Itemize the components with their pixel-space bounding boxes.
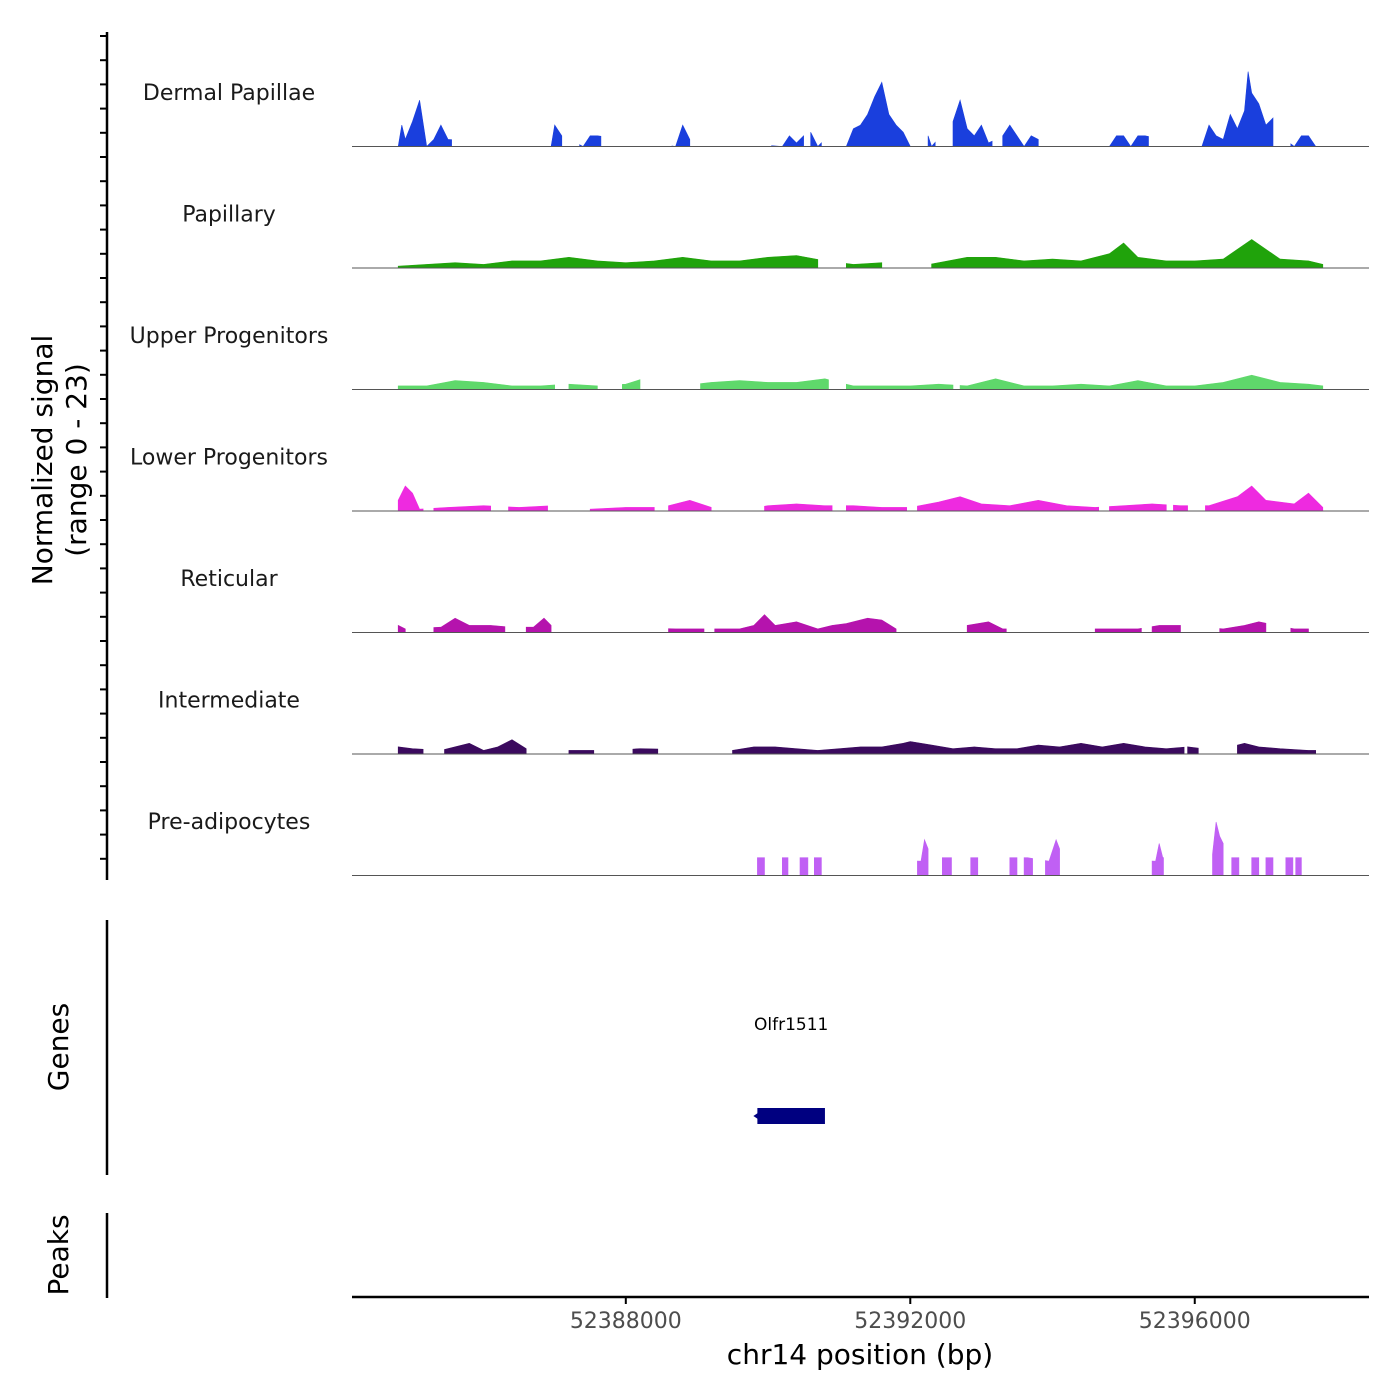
- track-label: Pre-adipocytes: [148, 810, 311, 835]
- coverage-area: [959, 374, 1324, 390]
- x-axis-ticks: 52388000 52392000 52396000: [570, 1297, 1251, 1334]
- peaks-panel-title: Peaks: [42, 1214, 75, 1295]
- track-reticular: Reticular: [180, 567, 1369, 633]
- coverage-area: [952, 99, 993, 147]
- coverage-area: [444, 739, 527, 755]
- coverage-area: [781, 857, 789, 876]
- coverage-area: [671, 124, 691, 147]
- coverage-area: [845, 262, 883, 269]
- coverage-area: [525, 617, 552, 633]
- coverage-area: [1173, 504, 1188, 512]
- coverage-area: [1251, 857, 1260, 876]
- coverage-area: [632, 748, 659, 755]
- coverage-area: [931, 239, 1324, 269]
- coverage-area: [1009, 857, 1018, 876]
- coverage-area: [621, 379, 641, 390]
- coverage-area: [568, 750, 595, 755]
- coverage-area: [927, 135, 936, 148]
- coverage-area: [1108, 135, 1149, 148]
- coverage-area: [579, 135, 602, 147]
- coverage-area: [1187, 746, 1199, 755]
- track-label: Intermediate: [158, 689, 300, 714]
- coverage-area: [1094, 627, 1142, 633]
- coverage-area: [845, 505, 908, 512]
- gene-annotations: Olfr1511: [753, 1015, 828, 1124]
- coverage-area: [589, 507, 655, 512]
- track-upper-progenitors: Upper Progenitors: [130, 324, 1369, 390]
- coverage-area: [813, 857, 822, 876]
- coverage-area: [397, 485, 424, 512]
- coverage-area: [700, 378, 829, 390]
- coverage-area: [397, 380, 556, 390]
- gene-body: [757, 1108, 825, 1124]
- coverage-area: [508, 505, 548, 512]
- coverage-area: [1151, 843, 1164, 876]
- coverage-area: [1265, 857, 1274, 876]
- coverage-area: [1237, 742, 1316, 755]
- coverage-area: [970, 857, 979, 876]
- x-tick-label: 52388000: [570, 1309, 682, 1334]
- coverage-area: [714, 614, 897, 633]
- coverage-area: [810, 132, 822, 148]
- track-papillary: Papillary: [182, 203, 1369, 269]
- coverage-area: [1109, 503, 1167, 512]
- coverage-area: [550, 124, 563, 147]
- coverage-tracks: Dermal Papillae Papillary Upper Progenitor…: [130, 71, 1369, 876]
- coverage-area: [668, 499, 712, 512]
- coverage-area: [397, 255, 819, 269]
- coverage-area: [433, 505, 492, 512]
- coverage-area: [917, 496, 1099, 512]
- track-label: Dermal Papillae: [143, 81, 315, 106]
- gene-name-label: Olfr1511: [754, 1015, 828, 1035]
- coverage-area: [1023, 857, 1033, 876]
- coverage-area: [1290, 627, 1309, 633]
- track-label: Reticular: [180, 567, 278, 592]
- coverage-area: [799, 857, 809, 876]
- x-axis-title: chr14 position (bp): [727, 1338, 993, 1371]
- coverage-area: [1002, 124, 1039, 148]
- coverage-area: [1151, 625, 1181, 633]
- coverage-area: [668, 628, 705, 633]
- coverage-area: [1212, 821, 1224, 876]
- coverage-area: [771, 135, 804, 147]
- coverage-area: [1231, 857, 1240, 876]
- coverage-area: [1295, 857, 1302, 876]
- track-label: Lower Progenitors: [130, 446, 328, 471]
- track-lower-progenitors: Lower Progenitors: [130, 446, 1369, 512]
- coverage-area: [433, 617, 506, 633]
- gene-olfr1511: Olfr1511: [753, 1015, 828, 1124]
- track-pre-adipocytes: Pre-adipocytes: [148, 810, 1369, 876]
- coverage-y-axis-title: Normalized signal: [26, 335, 59, 586]
- coverage-area: [1290, 135, 1317, 147]
- coverage-area: [966, 621, 1007, 633]
- track-label: Papillary: [182, 203, 276, 228]
- coverage-area: [397, 100, 452, 148]
- coverage-area: [1285, 857, 1294, 876]
- coverage-area: [1219, 621, 1267, 633]
- coverage-area: [941, 857, 952, 876]
- genes-panel-title: Genes: [42, 1003, 75, 1091]
- coverage-area: [1045, 838, 1060, 876]
- coverage-area: [757, 857, 765, 876]
- coverage-area: [397, 624, 406, 633]
- coverage-area: [764, 503, 833, 512]
- track-intermediate: Intermediate: [158, 689, 1369, 755]
- coverage-area: [845, 81, 911, 147]
- coverage-area: [397, 746, 424, 755]
- coverage-area: [1201, 71, 1274, 147]
- coverage-area: [732, 741, 1185, 755]
- coverage-y-axis-ticks: [100, 35, 107, 860]
- coverage-y-axis-subtitle: (range 0 - 23): [60, 363, 93, 557]
- x-tick-label: 52392000: [854, 1309, 966, 1334]
- x-tick-label: 52396000: [1139, 1309, 1251, 1334]
- gene-strand-arrow: [753, 1112, 760, 1120]
- coverage-area: [1205, 485, 1324, 512]
- track-dermal-papillae: Dermal Papillae: [143, 71, 1369, 148]
- coverage-area: [845, 383, 954, 390]
- coverage-area: [917, 838, 929, 876]
- coverage-area: [568, 383, 598, 390]
- track-label: Upper Progenitors: [130, 324, 329, 349]
